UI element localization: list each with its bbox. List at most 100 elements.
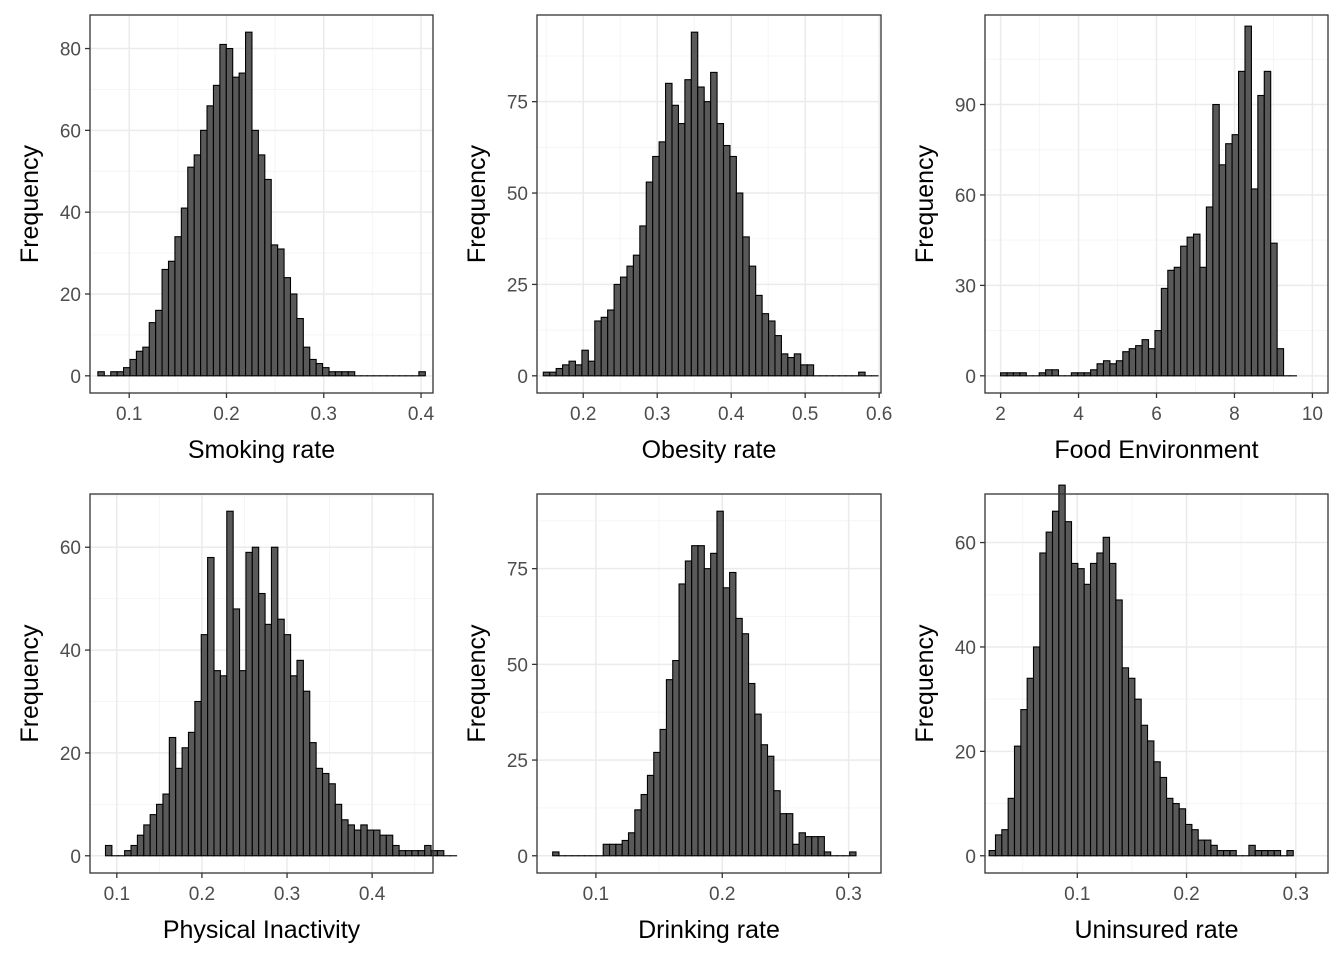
histogram-bar [1263,70,1272,377]
x-tick-label: 0.1 [104,884,130,905]
histogram-bar [155,309,163,377]
histogram-bar [703,101,712,377]
histogram-bar [207,556,215,857]
histogram-bar [1270,242,1278,377]
histogram-bar [574,364,583,377]
histogram-bar [768,320,776,377]
y-tick-label: 20 [955,742,976,763]
histogram-bar [1254,850,1263,857]
histogram-bar [1248,844,1256,857]
histogram-bar [1121,667,1130,857]
histogram-bar [672,659,680,857]
histogram-bar [436,850,445,857]
histogram-bar [627,832,636,857]
x-tick-label: 0.1 [1064,884,1090,905]
histogram-bar [136,834,145,857]
histogram-bar [568,360,577,377]
histogram-bar [181,747,190,857]
histogram-bar [1012,372,1021,377]
x-axis-title: Uninsured rate [1075,916,1239,944]
y-tick-label: 0 [70,847,81,868]
histogram-bar [1102,360,1111,377]
histogram-bar [1231,134,1240,377]
histogram-bar [779,813,788,857]
histogram-bar [1178,808,1187,857]
histogram-bar [755,294,763,377]
histogram-bar [665,679,674,857]
histogram-bar [135,350,144,377]
histogram-bar [97,371,105,377]
histogram-bar [632,254,641,377]
histogram-bar [619,276,628,377]
panel-border [89,493,434,874]
x-axis-title: Smoking rate [188,436,335,464]
y-tick-label: 0 [965,847,976,868]
histogram-bar [722,144,731,377]
histogram-bar [594,320,602,377]
x-tick-label: 0.2 [1173,884,1199,905]
histogram-bar [1192,233,1201,377]
histogram-bar [1115,360,1124,377]
histogram-bar [161,268,170,377]
histogram-bar [658,141,667,377]
histogram-bar [1223,850,1231,857]
y-tick-label: 40 [955,638,976,659]
panel-border [536,493,882,874]
histogram-bar [322,367,330,377]
histogram-bar [1000,372,1008,377]
x-tick-label: 0.4 [359,884,386,905]
x-tick-label: 4 [1073,404,1084,425]
y-tick-label: 50 [507,655,528,676]
y-axis-title: Frequency [911,624,939,743]
histogram-bar [187,166,195,377]
histogram-bar [798,832,806,857]
y-tick-label: 60 [60,121,81,142]
histogram-bar [392,844,400,857]
y-tick-label: 30 [955,276,976,297]
y-tick-label: 60 [955,186,976,207]
histogram-bar [1045,531,1054,857]
panel-border [89,14,434,394]
histogram-bar [1007,797,1016,857]
histogram-bar [1108,562,1117,857]
histogram-bar [735,617,743,857]
y-tick-label: 75 [507,93,528,114]
histogram-bar [678,583,686,857]
histogram-bar [653,751,661,857]
histogram-bar [1225,143,1233,377]
histogram-bar [1244,25,1252,377]
histogram-bar [366,829,375,857]
histogram-bar [174,236,182,377]
histogram-bar [684,79,692,377]
histogram-bar [1096,552,1104,857]
x-tick-label: 10 [1302,404,1323,425]
histogram-bar [1154,330,1162,377]
histogram-bar [1237,70,1246,377]
histogram-bar [774,335,782,377]
histogram-bar [722,587,731,857]
histogram-bar [607,309,615,377]
histogram-bar [1064,521,1073,857]
histogram-bar [621,839,630,857]
histogram-bar [245,551,253,857]
histogram-bar [1083,372,1092,377]
histogram-bar [710,71,718,377]
histogram-bar [748,682,756,857]
x-axis-title: Physical Inactivity [163,916,361,944]
histogram-bar [1020,709,1028,857]
histogram-bar [1261,850,1269,857]
histogram-bar [729,571,737,857]
histogram-bar [1147,348,1156,377]
y-axis-title: Frequency [16,144,44,263]
histogram-bar [710,552,718,857]
x-tick-label: 2 [995,404,1006,425]
x-tick-label: 0.3 [644,404,670,425]
histogram-bar [613,283,622,377]
histogram-bar [581,349,589,377]
histogram-bar [232,76,240,377]
histogram-bar [347,371,356,377]
histogram-bar [341,819,349,857]
histogram-bar [277,618,285,857]
histogram-bar [1051,369,1060,377]
histogram-bar [315,767,324,857]
